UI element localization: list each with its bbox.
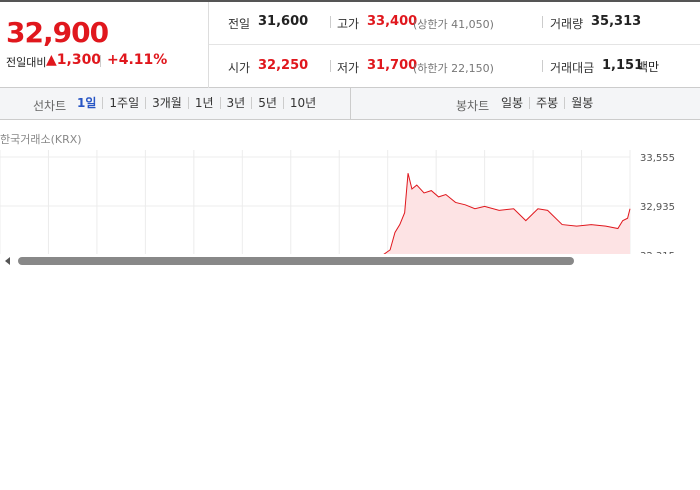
stat-note: (하한가 22,150) [413, 62, 494, 75]
candle-tabs: 일봉 주봉 월봉 [495, 97, 599, 109]
stat-value: 32,250 [258, 58, 309, 73]
tab[interactable]: 1년 [187, 97, 220, 109]
stat-label: 저가 [337, 61, 360, 75]
scroll-thumb[interactable] [18, 257, 574, 265]
y-tick-label: 32,935 [640, 202, 675, 213]
separator [330, 60, 331, 72]
tab-group-label: 선차트 [33, 99, 67, 113]
separator [100, 55, 101, 67]
tab[interactable]: 주봉 [529, 97, 564, 109]
price-line [383, 173, 631, 254]
price: 32,900 [6, 16, 109, 49]
source: 한국거래소(KRX) [0, 133, 82, 146]
stat-value: 35,313 [591, 14, 642, 29]
separator [330, 16, 331, 28]
tab[interactable]: 3년 [219, 97, 252, 109]
tab[interactable]: 일봉 [501, 96, 524, 110]
divider [209, 44, 700, 45]
y-tick-label: 32,315 [640, 251, 675, 254]
divider [350, 88, 351, 120]
change-rate: +4.11% [107, 52, 168, 68]
quote-panel [0, 0, 700, 88]
area-fill [384, 173, 630, 254]
tab[interactable]: 1일 [77, 96, 97, 110]
stat-unit: 백만 [637, 60, 660, 74]
chart: 33,555 32,935 32,315 [0, 150, 675, 254]
period-tabs: 1일 1주일 3개월 1년 3년 5년 10년 [71, 97, 322, 109]
change: ▲1,300 [46, 52, 102, 68]
stat-label: 전일 [228, 17, 251, 31]
stat-value: 31,600 [258, 14, 309, 29]
tab[interactable]: 5년 [251, 97, 283, 109]
tab[interactable]: 월봉 [564, 97, 599, 109]
stat-label: 거래대금 [550, 61, 595, 75]
change-label: 전일대비 [6, 56, 47, 69]
stat-value: 33,400 [367, 14, 418, 29]
tab-group-label: 봉차트 [456, 99, 490, 113]
stat-label: 거래량 [550, 17, 584, 31]
stat-label: 시가 [228, 61, 251, 75]
divider [208, 2, 209, 88]
stat-note: (상한가 41,050) [413, 18, 494, 31]
tab[interactable]: 10년 [282, 97, 322, 109]
separator [542, 60, 543, 72]
separator [542, 16, 543, 28]
y-tick-label: 33,555 [640, 153, 675, 164]
tab[interactable]: 3개월 [145, 97, 188, 109]
scroll-left[interactable] [5, 257, 10, 265]
tab[interactable]: 1주일 [102, 97, 145, 109]
stat-value: 31,700 [367, 58, 418, 73]
stat-label: 고가 [337, 17, 360, 31]
stat-value: 1,151 [602, 58, 644, 73]
